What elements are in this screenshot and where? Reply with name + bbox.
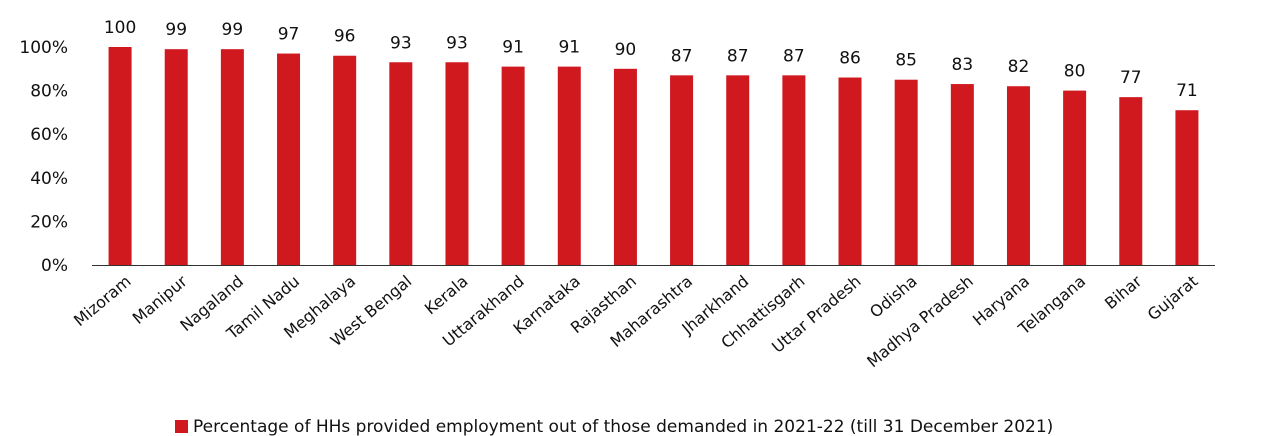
y-axis-tick-labels: 0% 20% 40% 60% 80% 100%	[19, 38, 68, 276]
bar-mizoram	[108, 47, 132, 265]
y-tick-label: 20%	[30, 212, 68, 232]
y-tick-label: 80%	[30, 82, 68, 102]
x-tick-label: Kerala	[421, 272, 472, 319]
legend: Percentage of HHs provided employment ou…	[175, 417, 1053, 436]
data-label: 90	[615, 40, 637, 60]
data-label: 93	[390, 33, 412, 53]
bar-uttar-pradesh	[838, 77, 862, 266]
data-label: 96	[334, 27, 356, 47]
y-tick-label: 0%	[41, 256, 68, 276]
data-label: 77	[1120, 68, 1142, 88]
data-label: 97	[278, 25, 300, 45]
data-label: 93	[446, 33, 468, 53]
bar-west-bengal	[389, 62, 413, 266]
x-tick-label: Bihar	[1101, 271, 1146, 313]
bar-odisha	[894, 79, 918, 265]
data-label: 99	[165, 20, 187, 40]
bar-karnataka	[557, 66, 581, 266]
data-label: 83	[952, 55, 974, 75]
data-label: 80	[1064, 62, 1086, 82]
bar-uttarakhand	[501, 66, 525, 266]
bar-haryana	[1006, 86, 1030, 266]
legend-label: Percentage of HHs provided employment ou…	[193, 417, 1053, 436]
bar-nagaland	[220, 49, 244, 266]
bar-meghalaya	[333, 55, 357, 265]
data-label: 71	[1176, 81, 1198, 101]
value-labels-group: 100 99 99 97 96 93 93 91 91 90 87 87 87 86 85 83 82 80 77 7…	[104, 18, 1198, 101]
bar-telangana	[1063, 90, 1087, 265]
bar-bihar	[1119, 97, 1143, 265]
x-tick-label: Gujarat	[1144, 272, 1202, 325]
data-label: 100	[104, 18, 136, 38]
data-label: 87	[783, 46, 805, 66]
bar-gujarat	[1175, 110, 1199, 265]
data-label: 87	[727, 46, 749, 66]
data-label: 85	[895, 51, 917, 71]
legend-swatch	[175, 420, 188, 433]
x-tick-label: Mizoram	[70, 272, 135, 331]
bar-kerala	[445, 62, 469, 266]
bar-tamil-nadu	[277, 53, 301, 265]
data-label: 99	[222, 20, 244, 40]
y-tick-label: 100%	[19, 38, 68, 58]
data-label: 91	[502, 38, 524, 58]
bar-manipur	[164, 49, 188, 266]
bar-madhya-pradesh	[950, 84, 974, 265]
data-label: 91	[558, 38, 580, 58]
data-label: 86	[839, 49, 861, 69]
bar-chhattisgarh	[782, 75, 806, 265]
bars-group	[108, 47, 1199, 266]
bar-rajasthan	[613, 68, 637, 265]
data-label: 82	[1008, 57, 1030, 77]
bar-maharashtra	[670, 75, 694, 265]
y-tick-label: 40%	[30, 169, 68, 189]
bar-jharkhand	[726, 75, 750, 265]
y-tick-label: 60%	[30, 125, 68, 145]
data-label: 87	[671, 46, 693, 66]
